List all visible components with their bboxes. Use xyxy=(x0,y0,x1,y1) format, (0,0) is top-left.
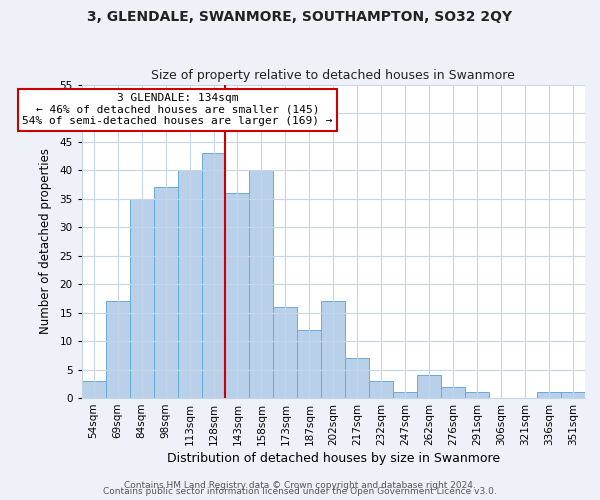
Bar xyxy=(250,170,274,398)
Bar xyxy=(202,153,226,398)
Text: Contains public sector information licensed under the Open Government Licence v3: Contains public sector information licen… xyxy=(103,487,497,496)
Bar xyxy=(537,392,561,398)
X-axis label: Distribution of detached houses by size in Swanmore: Distribution of detached houses by size … xyxy=(167,452,500,465)
Bar xyxy=(298,330,322,398)
Bar xyxy=(393,392,417,398)
Text: 3 GLENDALE: 134sqm
← 46% of detached houses are smaller (145)
54% of semi-detach: 3 GLENDALE: 134sqm ← 46% of detached hou… xyxy=(22,93,333,126)
Bar xyxy=(417,376,441,398)
Bar xyxy=(226,193,250,398)
Bar xyxy=(561,392,585,398)
Text: Contains HM Land Registry data © Crown copyright and database right 2024.: Contains HM Land Registry data © Crown c… xyxy=(124,481,476,490)
Bar xyxy=(274,307,298,398)
Bar xyxy=(178,170,202,398)
Title: Size of property relative to detached houses in Swanmore: Size of property relative to detached ho… xyxy=(151,69,515,82)
Bar xyxy=(465,392,489,398)
Y-axis label: Number of detached properties: Number of detached properties xyxy=(40,148,52,334)
Bar xyxy=(82,381,106,398)
Bar xyxy=(130,198,154,398)
Bar xyxy=(106,301,130,398)
Bar xyxy=(369,381,393,398)
Bar xyxy=(441,386,465,398)
Bar xyxy=(154,187,178,398)
Bar xyxy=(322,301,346,398)
Bar xyxy=(346,358,369,398)
Text: 3, GLENDALE, SWANMORE, SOUTHAMPTON, SO32 2QY: 3, GLENDALE, SWANMORE, SOUTHAMPTON, SO32… xyxy=(88,10,512,24)
